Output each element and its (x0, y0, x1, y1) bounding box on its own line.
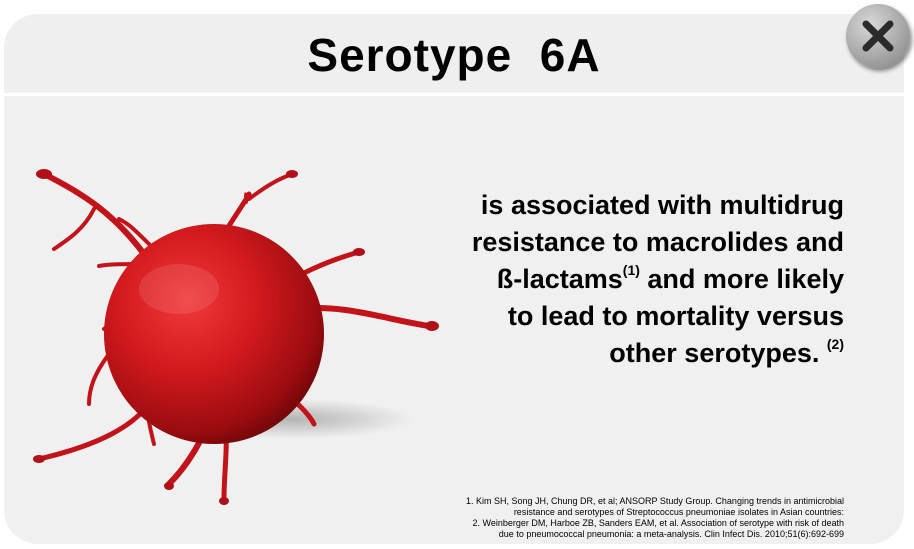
content-card: Serotype 6A (4, 14, 904, 544)
description-line-5a: other serotypes. (609, 338, 827, 368)
close-button[interactable] (846, 4, 910, 68)
reference-line: resistance and serotypes of Streptococcu… (513, 507, 844, 517)
reference-line: due to pneumococcal pneumonia: a meta-an… (498, 529, 844, 539)
page-title: Serotype 6A (307, 29, 601, 81)
description-line-4: to lead to mortality versus (507, 301, 844, 331)
reference-mark-1: (1) (622, 262, 640, 278)
description-line-3: ß-lactams(1) and more likely (384, 261, 844, 298)
description-line-2: resistance to macrolides and (471, 227, 844, 257)
description-line-3a: ß-lactams (496, 264, 623, 294)
references: 1. Kim SH, Song JH, Chung DR, et al; ANS… (324, 496, 844, 540)
header-divider (4, 93, 904, 96)
reference-line: 1. Kim SH, Song JH, Chung DR, et al; ANS… (465, 496, 844, 506)
description-text: is associated with multidrug resistance … (384, 187, 844, 372)
description-line-5: other serotypes. (2) (384, 335, 844, 372)
description-line-1: is associated with multidrug (480, 190, 844, 220)
header-bar: Serotype 6A (4, 14, 904, 92)
bacterium-illustration (33, 169, 439, 505)
description-line-3b: and more likely (639, 264, 844, 294)
reference-line: 2. Weinberger DM, Harboe ZB, Sanders EAM… (472, 518, 844, 528)
reference-mark-2: (2) (826, 336, 844, 352)
close-x-icon (862, 20, 894, 52)
